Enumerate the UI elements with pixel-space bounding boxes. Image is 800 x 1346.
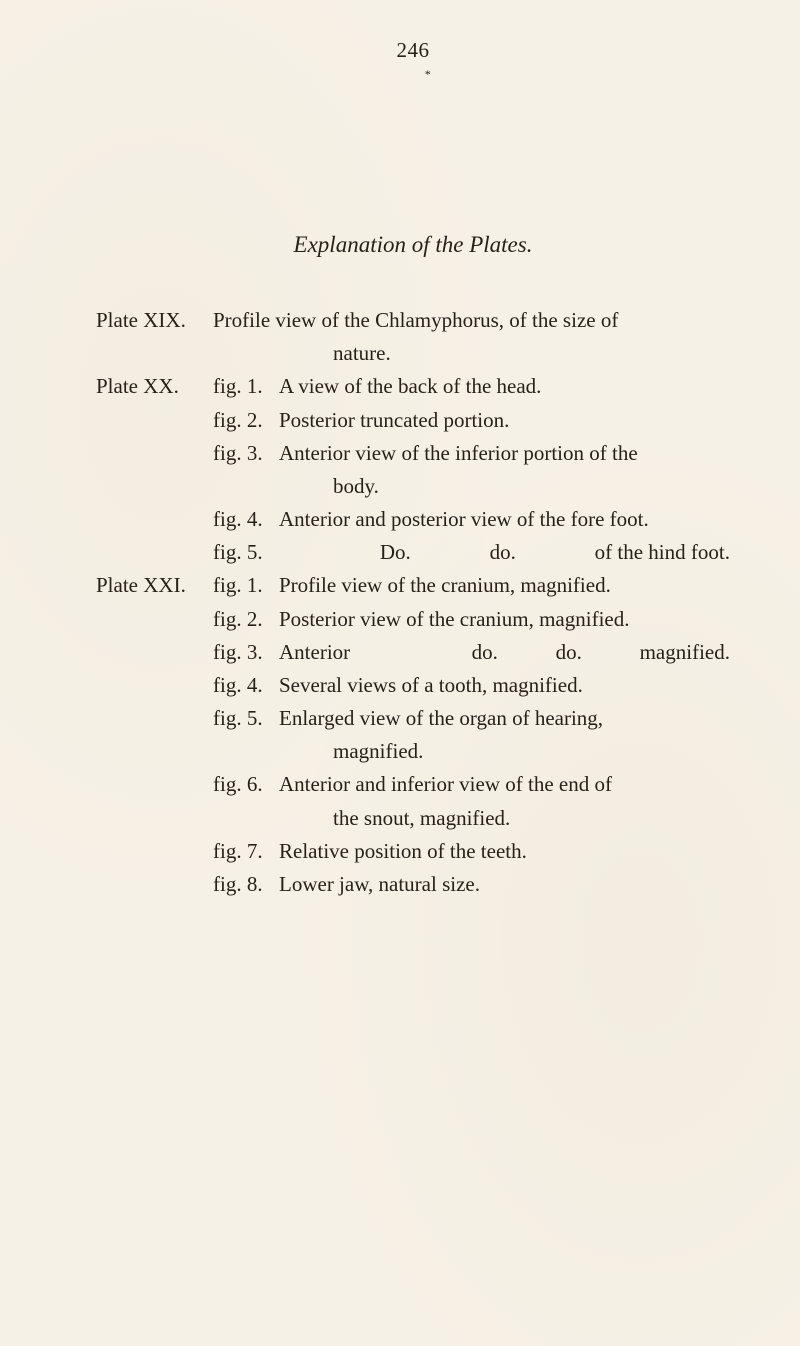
entry-desc: Posterior view of the cranium, magnified…	[279, 603, 730, 636]
entry-continuation: nature.	[96, 337, 730, 370]
entry-fig2: fig. 2. Posterior truncated portion.	[96, 404, 730, 437]
entry-desc: Anterior and posterior view of the fore …	[279, 503, 730, 536]
entry-desc: Posterior truncated portion.	[279, 404, 730, 437]
entry-continuation: body.	[96, 470, 730, 503]
fig-label: fig. 3.	[213, 636, 279, 669]
entry-desc: the snout, magnified.	[279, 802, 730, 835]
fig-label: fig. 6.	[213, 768, 279, 801]
fig-label: fig. 5.	[213, 536, 279, 569]
entry-xxi-fig6: fig. 6. Anterior and inferior view of th…	[96, 768, 730, 801]
entry-desc: Profile view of the Chlamyphorus, of the…	[213, 304, 730, 337]
entry-continuation: the snout, magnified.	[96, 802, 730, 835]
fig-label: fig. 3.	[213, 437, 279, 470]
entry-desc: Enlarged view of the organ of hearing,	[279, 702, 730, 735]
entry-desc: A view of the back of the head.	[279, 370, 730, 403]
entry-desc: body.	[279, 470, 730, 503]
fig-label: fig. 7.	[213, 835, 279, 868]
plate-label: Plate XIX.	[96, 304, 213, 337]
entry-continuation: magnified.	[96, 735, 730, 768]
plates-title: Explanation of the Plates.	[96, 232, 730, 258]
page-number-sub: *	[96, 67, 730, 82]
page-number: 246	[96, 38, 730, 63]
entry-desc: Lower jaw, natural size.	[279, 868, 730, 901]
entry-fig3: fig. 3. Anterior view of the inferior po…	[96, 437, 730, 470]
fig-label: fig. 4.	[213, 503, 279, 536]
entry-plate-xix: Plate XIX. Profile view of the Chlamypho…	[96, 304, 730, 337]
fig-label: fig. 5.	[213, 702, 279, 735]
fig-label: fig. 2.	[213, 404, 279, 437]
fig-label: fig. 4.	[213, 669, 279, 702]
entry-xxi-fig2: fig. 2. Posterior view of the cranium, m…	[96, 603, 730, 636]
entry-desc: Several views of a tooth, magnified.	[279, 669, 730, 702]
plate-label: Plate XX.	[96, 370, 213, 403]
content-block: Plate XIX. Profile view of the Chlamypho…	[96, 304, 730, 901]
document-page: 246 * Explanation of the Plates. Plate X…	[0, 0, 800, 1346]
entry-xxi-fig7: fig. 7. Relative position of the teeth.	[96, 835, 730, 868]
entry-plate-xx-fig1: Plate XX. fig. 1. A view of the back of …	[96, 370, 730, 403]
fig-label: fig. 8.	[213, 868, 279, 901]
fig-label: fig. 1.	[213, 370, 279, 403]
entry-desc: Do. do. of the hind foot.	[279, 536, 730, 569]
entry-xxi-fig4: fig. 4. Several views of a tooth, magnif…	[96, 669, 730, 702]
entry-fig5: fig. 5. Do. do. of the hind foot.	[96, 536, 730, 569]
entry-desc: Profile view of the cranium, magnified.	[279, 569, 730, 602]
entry-desc: Anterior do. do. magnified.	[279, 636, 730, 669]
entry-fig4: fig. 4. Anterior and posterior view of t…	[96, 503, 730, 536]
fig-label: fig. 1.	[213, 569, 279, 602]
fig-label: fig. 2.	[213, 603, 279, 636]
entry-desc: nature.	[279, 337, 730, 370]
entry-desc: Relative position of the teeth.	[279, 835, 730, 868]
entry-xxi-fig3: fig. 3. Anterior do. do. magnified.	[96, 636, 730, 669]
entry-desc: magnified.	[279, 735, 730, 768]
entry-xxi-fig8: fig. 8. Lower jaw, natural size.	[96, 868, 730, 901]
entry-desc: Anterior and inferior view of the end of	[279, 768, 730, 801]
plate-label: Plate XXI.	[96, 569, 213, 602]
entry-xxi-fig5: fig. 5. Enlarged view of the organ of he…	[96, 702, 730, 735]
entry-desc: Anterior view of the inferior portion of…	[279, 437, 730, 470]
entry-plate-xxi-fig1: Plate XXI. fig. 1. Profile view of the c…	[96, 569, 730, 602]
